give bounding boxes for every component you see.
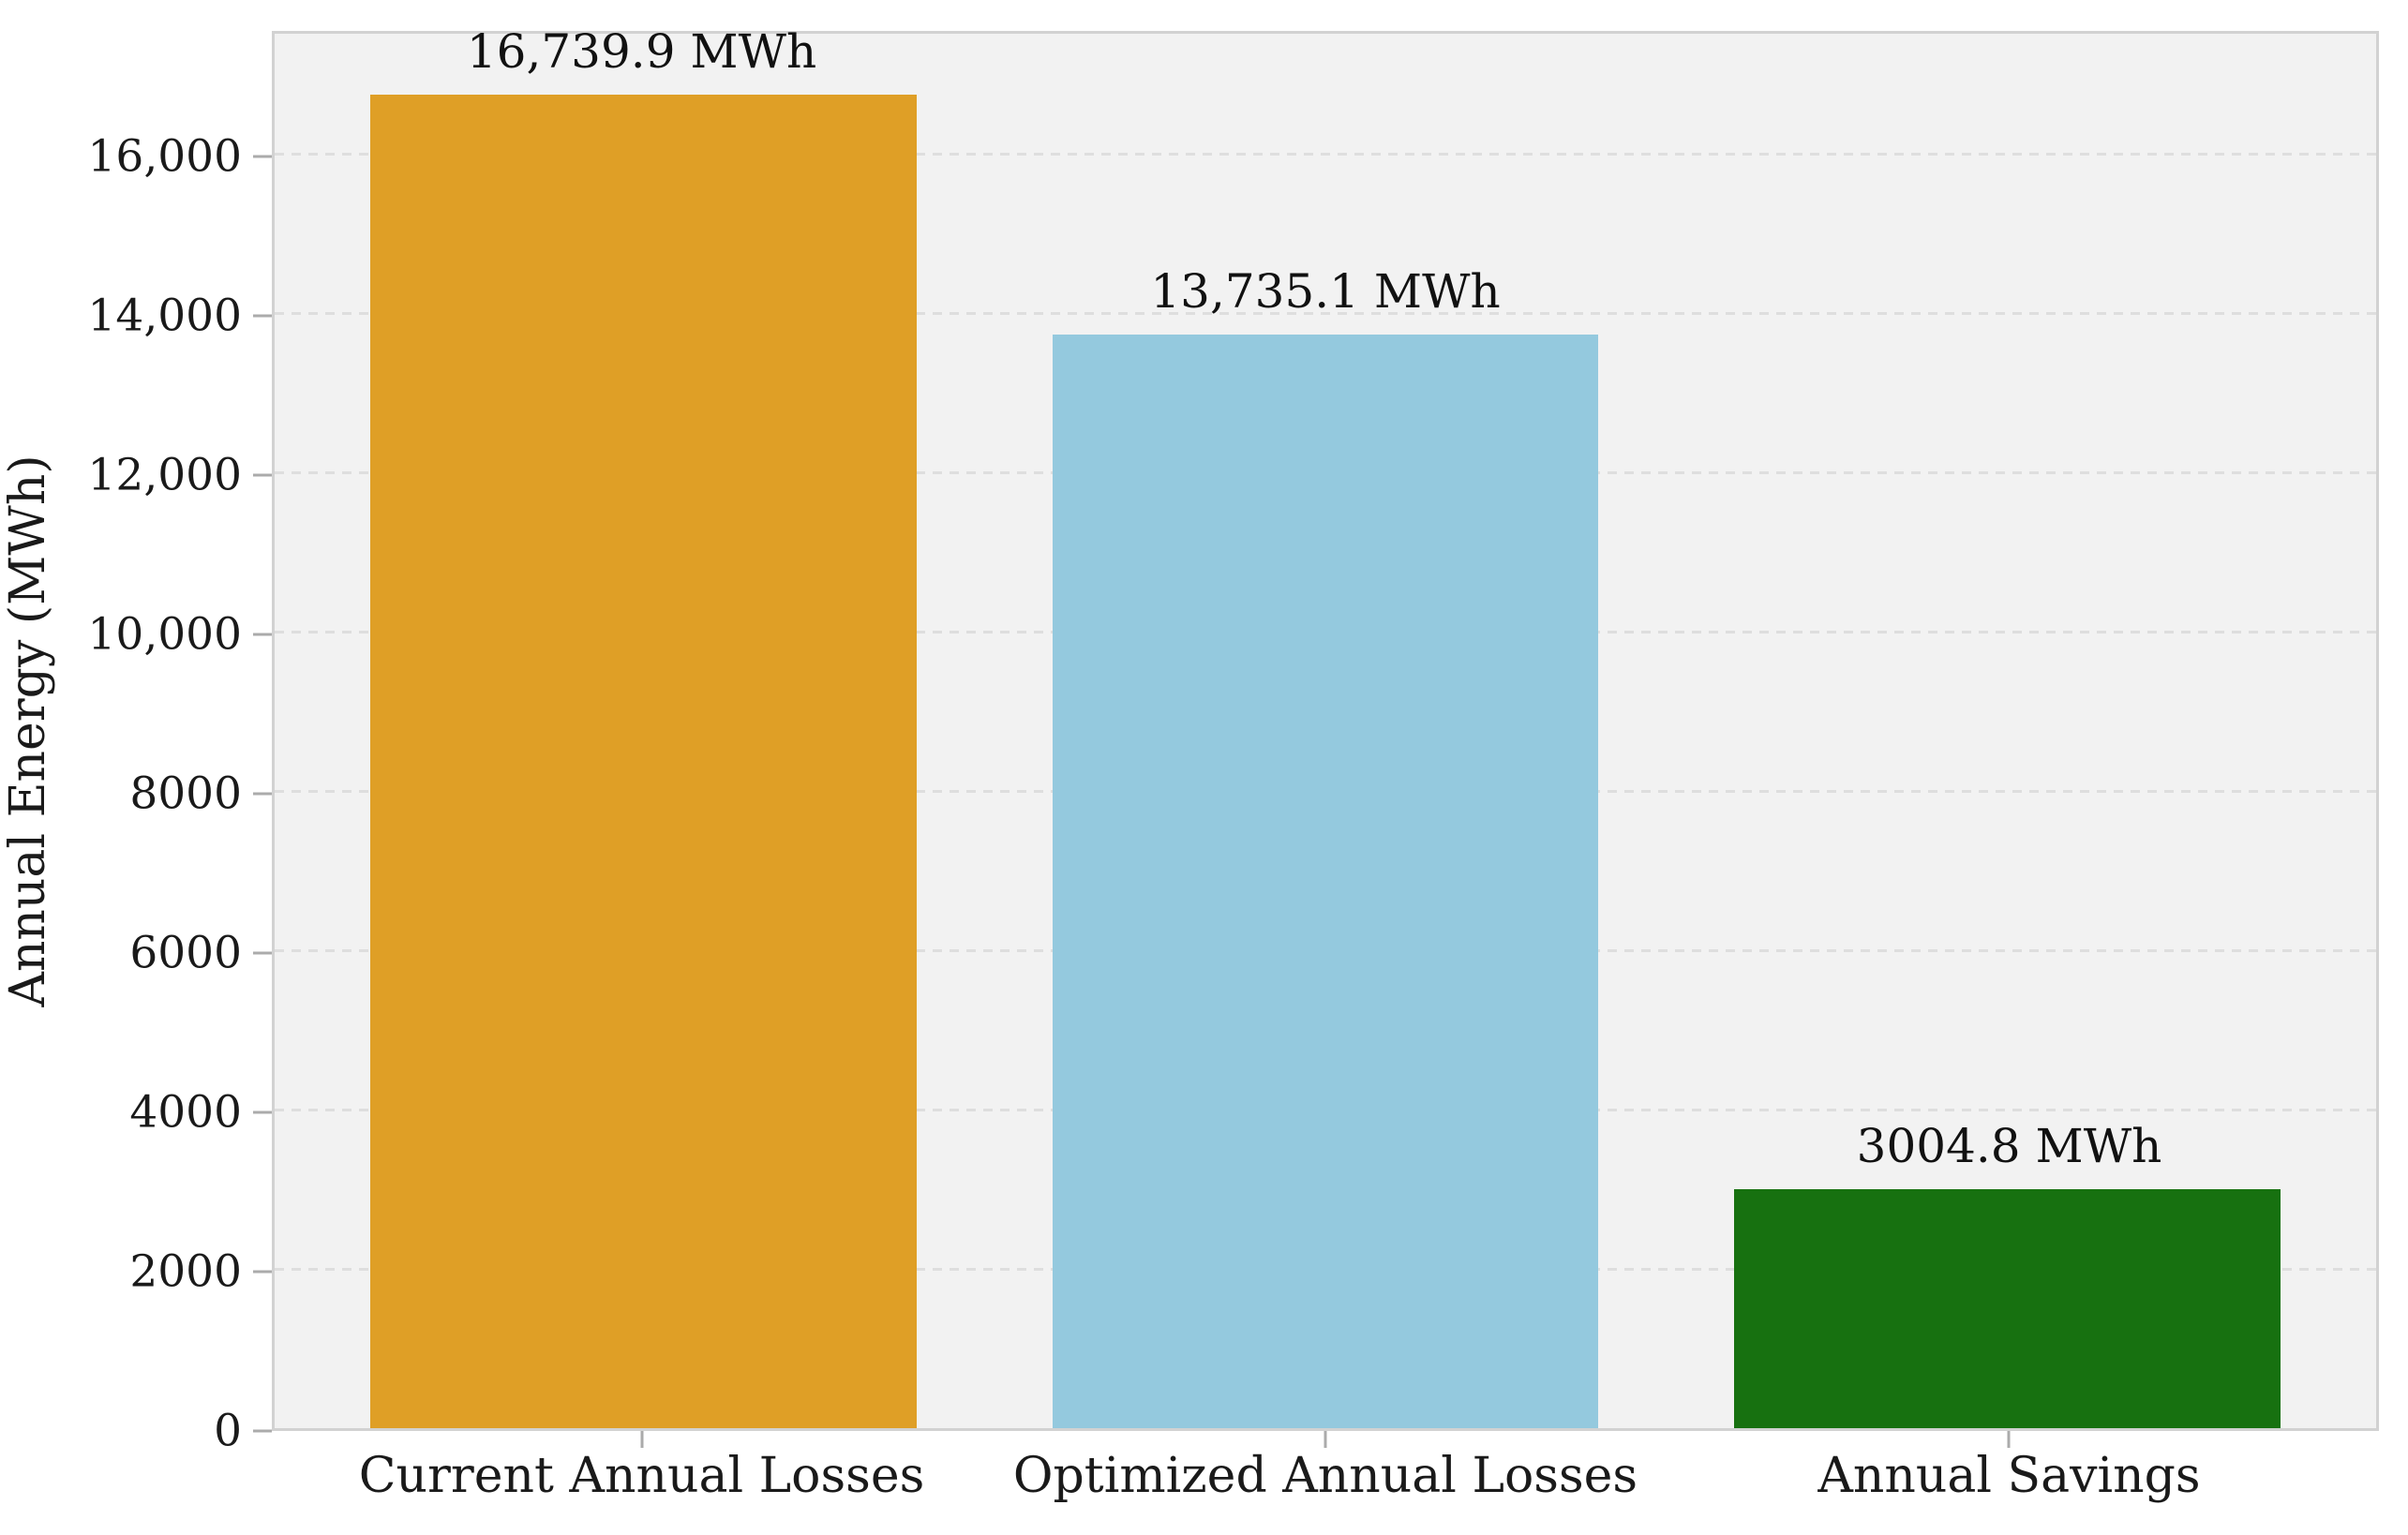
y-tick-mark [253,473,272,477]
y-axis-label: Annual Energy (MWh) [0,455,56,1007]
y-tick-mark [253,633,272,636]
y-tick-label: 10,000 [87,608,242,661]
bar-value-label: 3004.8 MWh [1856,1118,2162,1173]
y-tick-label: 6000 [129,927,242,979]
y-tick-mark [253,155,272,158]
y-tick-label: 16,000 [87,130,242,183]
gridline [275,311,2376,315]
x-tick-label: Current Annual Losses [358,1448,925,1504]
bar-annual-savings [1734,1188,2281,1428]
y-tick-label: 2000 [129,1245,242,1298]
x-tick-label: Optimized Annual Losses [1012,1448,1638,1504]
x-tick-mark [2007,1431,2011,1448]
y-tick-mark [253,792,272,796]
y-tick-label: 0 [214,1405,242,1457]
bar-current-annual-losses [370,95,917,1428]
y-tick-mark [253,1270,272,1274]
y-tick-mark [253,951,272,955]
y-tick-mark [253,314,272,318]
bar-optimized-annual-losses [1052,334,1599,1428]
plot-area [272,31,2379,1431]
y-tick-mark [253,1110,272,1114]
bar-value-label: 13,735.1 MWh [1150,263,1501,319]
x-tick-mark [640,1431,644,1448]
x-tick-mark [1324,1431,1327,1448]
y-tick-label: 8000 [129,768,242,820]
bar-value-label: 16,739.9 MWh [466,24,817,80]
y-tick-mark [253,1429,272,1433]
x-tick-label: Annual Savings [1817,1448,2201,1504]
y-tick-label: 14,000 [87,290,242,342]
gridline [275,152,2376,156]
y-tick-label: 4000 [129,1086,242,1139]
y-tick-label: 12,000 [87,449,242,501]
